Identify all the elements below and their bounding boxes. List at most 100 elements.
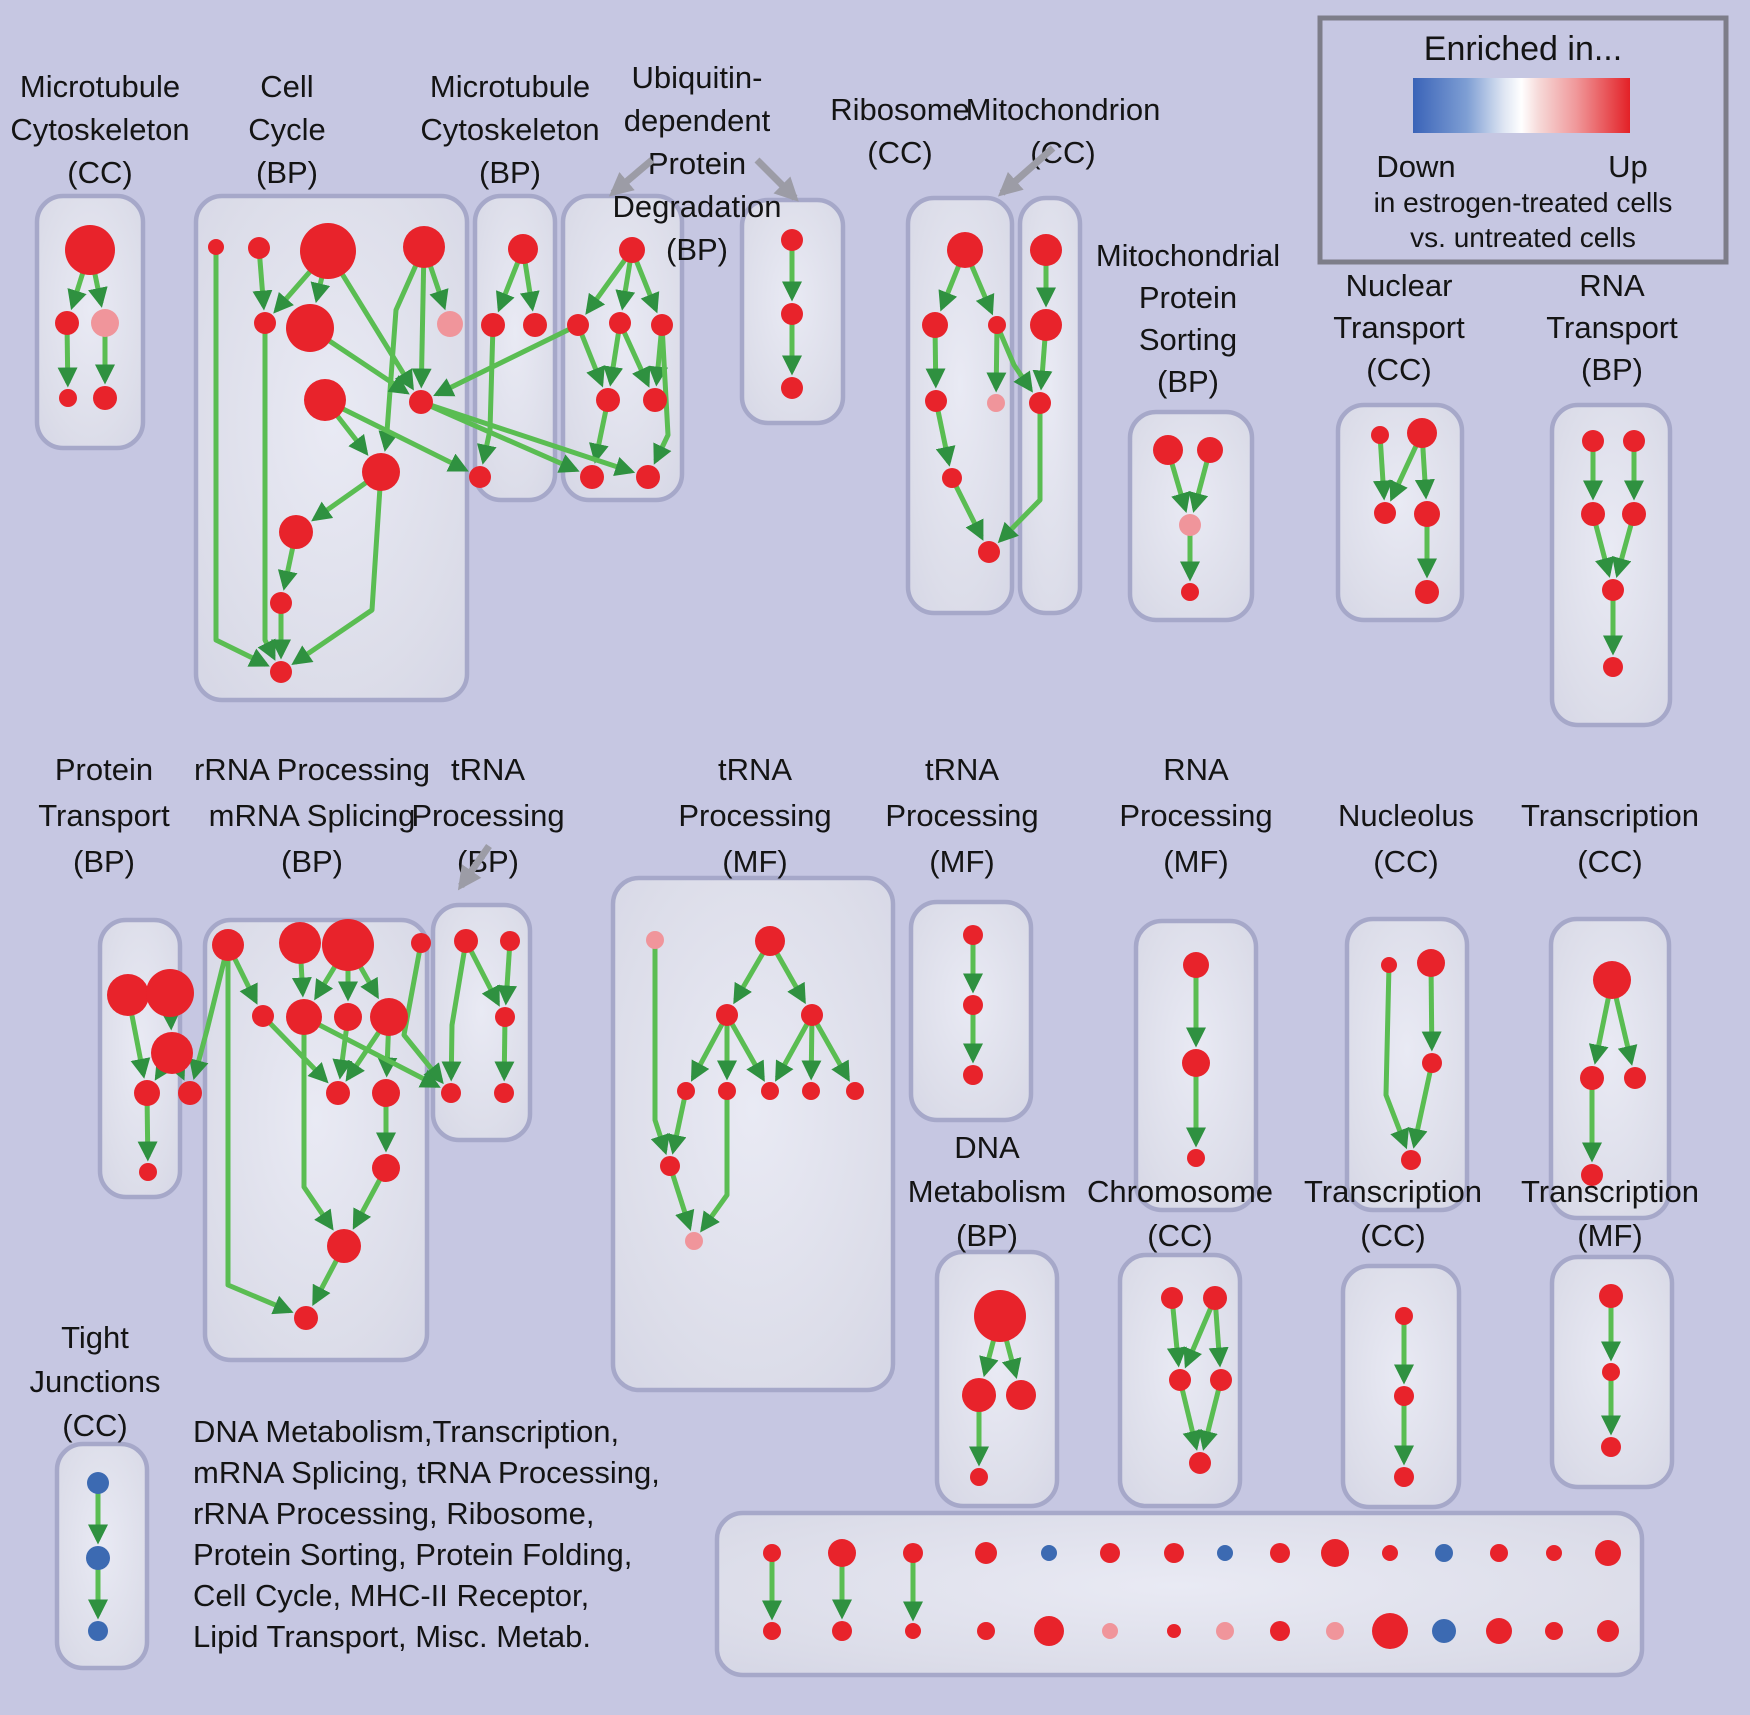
group-label-rna-transport-line0: RNA	[1579, 268, 1645, 303]
label-pointer-arrow-2	[997, 145, 1056, 197]
node-ribosome-1	[922, 312, 948, 338]
node-misc-strip-11	[1435, 1544, 1453, 1562]
node-trna-bp-3	[441, 1083, 461, 1103]
node-nucleolus-1	[1417, 949, 1445, 977]
group-label-mito-sorting-line3: (BP)	[1157, 364, 1219, 399]
node-rna-transport-0	[1582, 430, 1604, 452]
cross-edge-7	[401, 942, 444, 1085]
group-label-rna-processing-mf-line2: (MF)	[1163, 844, 1228, 879]
node-ubiquitin-a-2	[609, 312, 631, 334]
edge-rrna-11	[301, 1017, 334, 1231]
node-dna-metabolism-2	[1006, 1380, 1036, 1410]
node-misc-strip-22	[1216, 1622, 1234, 1640]
node-transcription-cc-1-0	[1593, 961, 1631, 999]
node-misc-strip-3	[975, 1542, 997, 1564]
node-trna-bp-2	[495, 1007, 515, 1027]
cross-edge-2	[419, 399, 580, 473]
node-transcription-cc-2-0	[1395, 1307, 1413, 1325]
node-trna-mf-small-2	[963, 1065, 983, 1085]
node-cell-cycle-4	[254, 312, 276, 334]
node-trna-bp-1	[500, 931, 520, 951]
node-mitochondrion-1	[1030, 309, 1062, 341]
node-cell-cycle-9	[362, 453, 400, 491]
group-label-tight-junctions-line2: (CC)	[62, 1408, 127, 1443]
node-cell-cycle-7	[304, 379, 346, 421]
group-label-microtubule-cc-line1: Cytoskeleton	[10, 112, 189, 147]
group-label-ribosome-line1: (CC)	[867, 135, 932, 170]
node-rrna-7	[370, 998, 408, 1036]
group-label-dna-metabolism-line1: Metabolism	[908, 1174, 1067, 1209]
node-ubiquitin-b-0	[781, 229, 803, 251]
node-protein-transport-4	[178, 1081, 202, 1105]
node-misc-strip-14	[1595, 1540, 1621, 1566]
group-label-microtubule-bp-line0: Microtubule	[430, 69, 590, 104]
node-rna-transport-1	[1623, 430, 1645, 452]
node-misc-strip-23	[1270, 1621, 1290, 1641]
node-trna-mf-big-8	[846, 1082, 864, 1100]
group-label-trna-mf-small-line1: Processing	[885, 798, 1038, 833]
group-label-trna-mf-big-line0: tRNA	[718, 752, 792, 787]
cross-edge-4	[994, 324, 1033, 393]
edge-nucleolus-1	[1421, 962, 1442, 1052]
group-label-cell-cycle-line2: (BP)	[256, 155, 318, 190]
group-box-nucleolus	[1344, 916, 1470, 1213]
node-ubiquitin-a-0	[619, 237, 645, 263]
node-rrna-6	[334, 1003, 362, 1031]
node-ribosome-5	[942, 468, 962, 488]
misc-category-list-line4: Cell Cycle, MHC-II Receptor,	[193, 1578, 589, 1613]
node-rrna-9	[372, 1079, 400, 1107]
node-nuclear-transport-4	[1415, 580, 1439, 604]
group-label-trna-bp-line0: tRNA	[451, 752, 525, 787]
node-cell-cycle-3	[403, 226, 445, 268]
group-label-rrna-line2: (BP)	[281, 844, 343, 879]
edge-trna-mf-big-4	[724, 1013, 765, 1082]
node-mito-sorting-0	[1153, 435, 1183, 465]
node-misc-strip-24	[1326, 1622, 1344, 1640]
node-transcription-mf-1	[1602, 1363, 1620, 1381]
node-misc-strip-21	[1167, 1624, 1181, 1638]
edge-cell-cycle-12	[213, 247, 270, 667]
group-label-transcription-cc-2-line1: (CC)	[1360, 1218, 1425, 1253]
group-label-transcription-cc-2-line0: Transcription	[1304, 1174, 1482, 1209]
label-pointer-arrow-0	[608, 157, 655, 197]
node-misc-strip-26	[1432, 1619, 1456, 1643]
edge-trna-bp-1	[497, 940, 518, 1006]
node-ribosome-6	[978, 541, 1000, 563]
edge-nucleolus-2	[1407, 1062, 1435, 1149]
node-rrna-8	[326, 1081, 350, 1105]
node-transcription-cc-2-2	[1394, 1467, 1414, 1487]
node-microtubule-bp-1	[481, 313, 505, 337]
node-microtubule-cc-2	[91, 309, 119, 337]
node-misc-strip-8	[1270, 1543, 1290, 1563]
node-rrna-10	[372, 1154, 400, 1182]
edge-chromosome-1	[1183, 1297, 1218, 1369]
node-mito-sorting-1	[1197, 437, 1223, 463]
group-label-ubiquitin-a-line4: (BP)	[666, 232, 728, 267]
node-ribosome-3	[925, 390, 947, 412]
node-rna-processing-mf-2	[1187, 1149, 1205, 1167]
node-cell-cycle-5	[286, 304, 334, 352]
group-label-trna-mf-small-line0: tRNA	[925, 752, 999, 787]
group-box-rrna	[202, 917, 430, 1363]
nodes-layer	[55, 223, 1646, 1649]
group-label-chromosome-line1: (CC)	[1147, 1218, 1212, 1253]
edge-ribosome-5	[949, 476, 984, 541]
node-misc-strip-27	[1486, 1618, 1512, 1644]
misc-category-list-line5: Lipid Transport, Misc. Metab.	[193, 1619, 591, 1654]
misc-category-list-line3: Protein Sorting, Protein Folding,	[193, 1537, 632, 1572]
group-label-nuclear-transport-line2: (CC)	[1366, 352, 1431, 387]
node-trna-mf-big-2	[716, 1004, 738, 1026]
misc-category-list-line0: DNA Metabolism,Transcription,	[193, 1414, 619, 1449]
group-label-mito-sorting-line1: Protein	[1139, 280, 1237, 315]
node-misc-strip-2	[903, 1543, 923, 1563]
node-tight-junctions-1	[86, 1546, 110, 1570]
node-ubiquitin-a-4	[596, 388, 620, 412]
group-label-nuclear-transport-line1: Transport	[1333, 310, 1465, 345]
legend-color-gradient-bar	[1413, 78, 1630, 133]
node-misc-strip-17	[905, 1623, 921, 1639]
node-protein-transport-0	[107, 974, 149, 1016]
edge-rrna-5	[261, 1014, 329, 1084]
group-label-rna-processing-mf-line1: Processing	[1119, 798, 1272, 833]
node-cell-cycle-0	[208, 239, 224, 255]
